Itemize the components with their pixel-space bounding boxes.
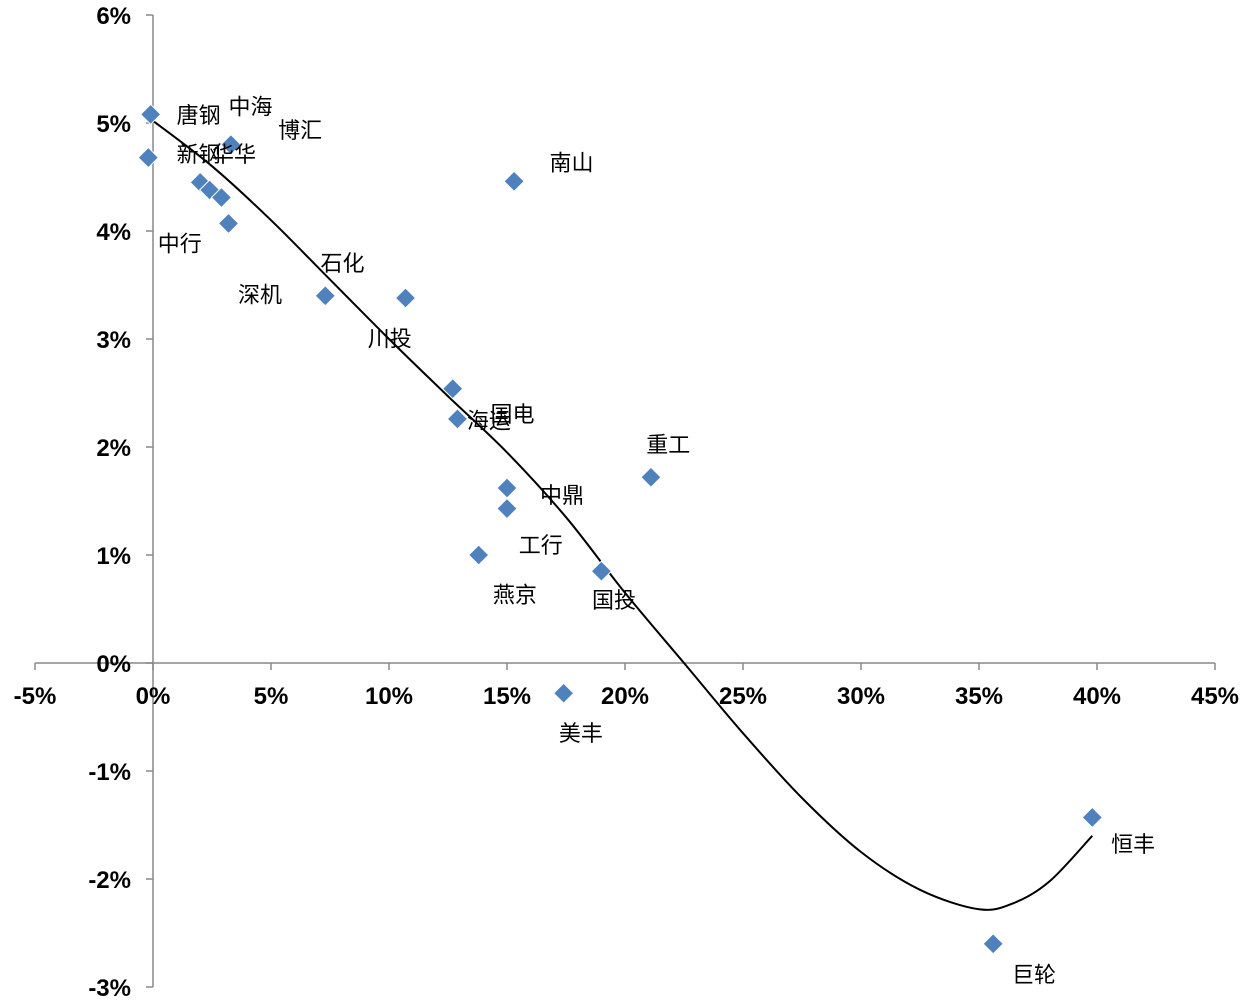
point-label: 新钢: [177, 143, 221, 168]
x-tick-label: 35%: [955, 683, 1003, 710]
x-tick-label: 15%: [483, 683, 531, 710]
data-point: [220, 133, 242, 156]
point-label: 南山: [549, 152, 593, 177]
y-tick-label: -3%: [88, 975, 131, 1002]
x-tick-label: 45%: [1191, 683, 1239, 710]
data-point: [137, 146, 159, 169]
x-tick-label: 5%: [254, 683, 289, 710]
data-point: [590, 560, 613, 582]
x-tick-label: -5%: [14, 683, 57, 710]
x-tick-label: 10%: [365, 683, 413, 710]
data-point: [982, 933, 1004, 955]
data-point: [314, 285, 336, 307]
point-label: 美丰: [559, 722, 603, 747]
point-label: 国电: [490, 403, 534, 428]
y-tick-label: 4%: [96, 219, 131, 246]
y-tick-label: 1%: [96, 543, 131, 570]
data-point: [210, 186, 233, 209]
point-label: 重工: [646, 433, 690, 458]
x-tick-label: 25%: [719, 683, 767, 710]
y-tick-label: -2%: [88, 867, 131, 894]
y-tick-label: -1%: [88, 759, 131, 786]
point-label: 博汇: [278, 119, 322, 144]
point-label: 川投: [368, 328, 412, 353]
data-point: [552, 682, 575, 704]
x-tick-label: 40%: [1073, 683, 1121, 710]
data-point: [394, 287, 417, 309]
y-tick-label: 2%: [96, 435, 131, 462]
data-point: [467, 544, 490, 566]
x-tick-label: 0%: [136, 683, 171, 710]
data-point: [217, 212, 240, 235]
point-label: 燕京: [493, 584, 537, 609]
point-label: 海运: [467, 410, 511, 435]
point-label: 中行: [158, 233, 202, 258]
point-label: 巨轮: [1012, 964, 1056, 989]
data-point: [503, 170, 525, 193]
x-tick-label: 20%: [601, 683, 649, 710]
y-tick-label: 6%: [96, 3, 131, 30]
x-tick-label: 30%: [837, 683, 885, 710]
data-points: [137, 103, 1103, 955]
y-tick-label: 3%: [96, 327, 131, 354]
data-point: [496, 477, 518, 499]
point-label: 工行: [519, 534, 563, 559]
point-label: 华华: [212, 143, 256, 168]
data-point: [640, 466, 662, 488]
y-tick-label: 0%: [96, 651, 131, 678]
axes: -5% 0% 5% 10% 15% 20% 25% 30% 35% 40% 45% -3% -2% -1%…: [14, 3, 1239, 1002]
point-label: 唐钢: [177, 104, 221, 129]
data-point: [1081, 806, 1103, 829]
point-label: 恒丰: [1111, 833, 1155, 858]
trendline-group: [152, 120, 1094, 911]
point-label: 国投: [592, 589, 636, 614]
data-point: [139, 103, 162, 126]
point-label: 石化: [321, 252, 365, 277]
data-point: [442, 377, 464, 400]
point-label: 中鼎: [540, 484, 584, 509]
data-point: [446, 408, 469, 430]
y-tick-label: 5%: [96, 111, 131, 138]
data-point: [496, 497, 518, 520]
point-label: 中海: [229, 95, 273, 120]
point-label: 深机: [238, 283, 282, 308]
trendline: [152, 120, 1094, 911]
